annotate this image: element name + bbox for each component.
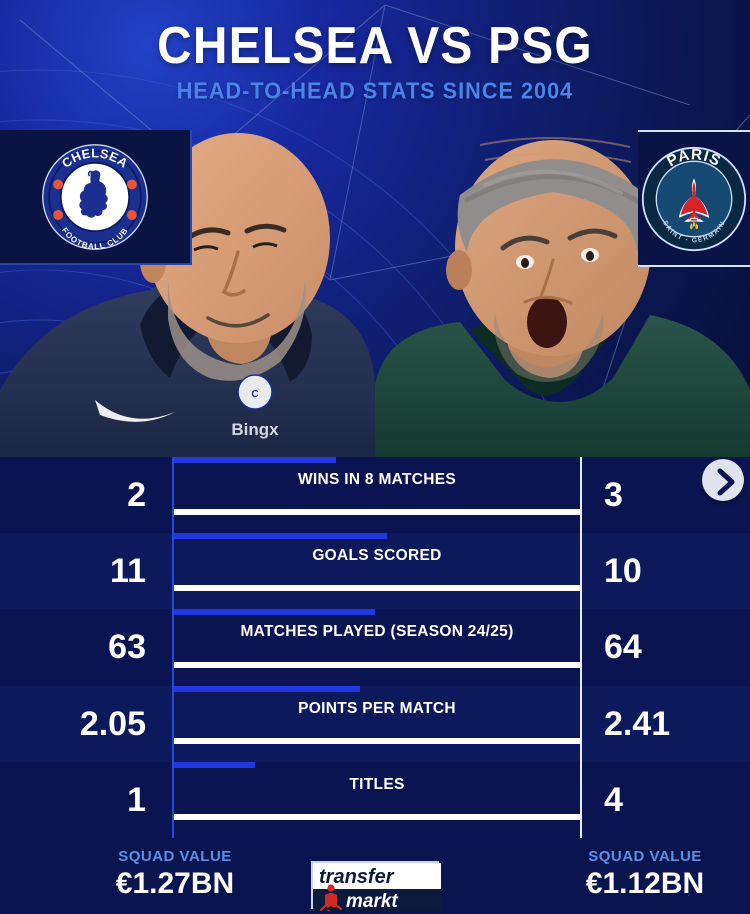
svg-text:markt: markt — [346, 891, 398, 911]
svg-text:C: C — [251, 389, 258, 400]
svg-text:Bingx: Bingx — [231, 420, 279, 439]
